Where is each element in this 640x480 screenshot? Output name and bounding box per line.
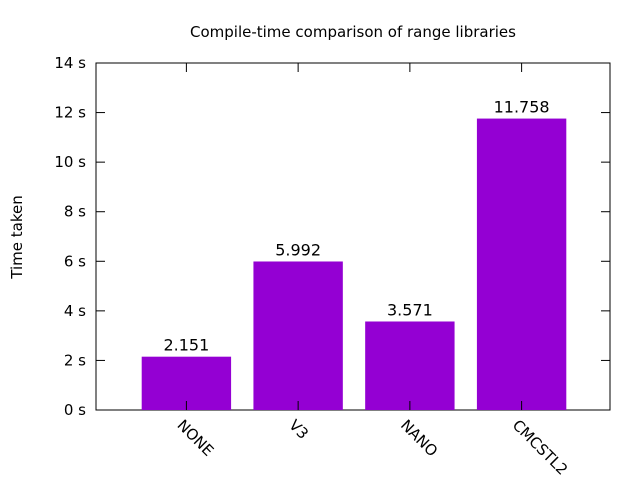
- plot-frame: [95, 62, 611, 411]
- y-axis-label: Time taken: [8, 195, 26, 279]
- bar-value-label: 3.571: [387, 300, 433, 319]
- bar: [365, 321, 455, 410]
- bar-value-label: 11.758: [494, 98, 550, 117]
- y-tick-label: 2 s: [64, 351, 86, 369]
- bar: [476, 118, 567, 410]
- bar: [253, 261, 343, 410]
- bar-value-label: 2.151: [163, 336, 209, 355]
- y-tick-label: 14 s: [54, 54, 86, 72]
- plot-area: 0 s 2 s 4 s 6 s 8 s 10 s 12 s 14 s 2.151 NONE 5.99…: [54, 54, 611, 479]
- x-tick-label: CMCSTL2: [509, 416, 572, 479]
- y-tick-label: 10 s: [54, 153, 86, 171]
- y-tick-label: 12 s: [54, 104, 86, 122]
- bar-value-label: 5.992: [275, 240, 321, 259]
- y-tick-label: 8 s: [64, 203, 86, 221]
- y-tick-label: 0 s: [64, 401, 86, 419]
- x-tick-label: NANO: [397, 416, 441, 460]
- y-tick-label: 4 s: [64, 302, 86, 320]
- chart-title: Compile-time comparison of range librari…: [190, 23, 516, 41]
- x-tick-label: NONE: [174, 416, 218, 460]
- x-tick-label: V3: [285, 416, 312, 443]
- y-tick-label: 6 s: [64, 252, 86, 270]
